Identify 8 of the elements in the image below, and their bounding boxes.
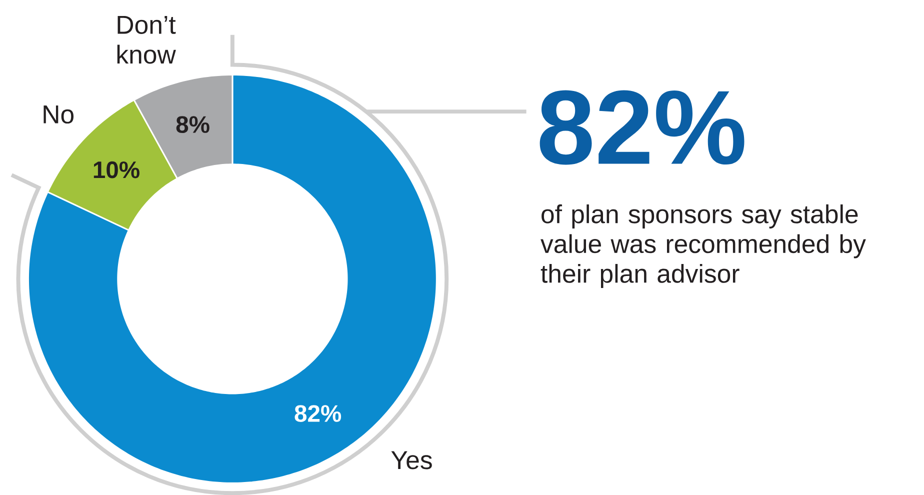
slice-label: No xyxy=(44,106,74,124)
data-label: 10% xyxy=(94,161,140,178)
slice-label: Don’t know xyxy=(117,16,176,64)
slice-label: Yes xyxy=(391,451,432,470)
data-label: 82% xyxy=(294,405,342,422)
data-label: 8% xyxy=(176,116,210,133)
text: 82% xyxy=(540,90,744,165)
text: of plan sponsors say stable value was recommended by their plan advisor xyxy=(540,204,866,288)
